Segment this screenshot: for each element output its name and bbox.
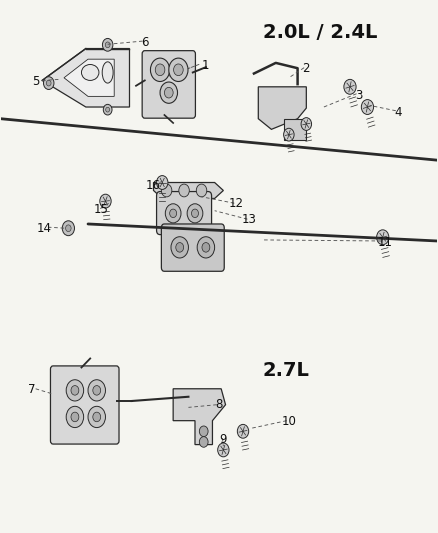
Polygon shape bbox=[42, 49, 130, 107]
Polygon shape bbox=[64, 59, 114, 96]
Circle shape bbox=[106, 107, 110, 112]
Circle shape bbox=[155, 64, 165, 76]
Circle shape bbox=[88, 379, 106, 401]
Circle shape bbox=[46, 80, 51, 86]
Circle shape bbox=[173, 64, 183, 76]
Circle shape bbox=[187, 204, 203, 223]
Text: 15: 15 bbox=[94, 203, 109, 215]
Circle shape bbox=[71, 412, 79, 422]
FancyBboxPatch shape bbox=[50, 366, 119, 444]
Polygon shape bbox=[173, 389, 226, 445]
Polygon shape bbox=[285, 119, 306, 140]
Text: 12: 12 bbox=[229, 197, 244, 211]
Circle shape bbox=[237, 424, 249, 438]
Circle shape bbox=[361, 100, 374, 115]
Circle shape bbox=[344, 79, 356, 94]
Circle shape bbox=[218, 443, 229, 457]
Ellipse shape bbox=[102, 62, 113, 83]
Circle shape bbox=[156, 175, 168, 189]
Text: 5: 5 bbox=[32, 75, 39, 88]
Text: 4: 4 bbox=[394, 106, 402, 119]
Text: 9: 9 bbox=[219, 433, 227, 446]
Text: 14: 14 bbox=[37, 222, 52, 235]
Circle shape bbox=[93, 412, 101, 422]
Circle shape bbox=[191, 209, 198, 217]
Text: 1: 1 bbox=[202, 59, 210, 72]
Circle shape bbox=[62, 221, 74, 236]
Circle shape bbox=[199, 426, 208, 437]
Text: 13: 13 bbox=[242, 213, 257, 226]
Circle shape bbox=[66, 225, 71, 231]
Text: 7: 7 bbox=[28, 383, 35, 397]
Text: 10: 10 bbox=[282, 415, 296, 428]
Circle shape bbox=[170, 209, 177, 217]
Circle shape bbox=[88, 406, 106, 427]
Circle shape bbox=[377, 230, 389, 245]
Text: 16: 16 bbox=[146, 179, 161, 192]
Polygon shape bbox=[153, 182, 223, 198]
Circle shape bbox=[105, 42, 110, 47]
Circle shape bbox=[197, 237, 215, 258]
Text: 11: 11 bbox=[378, 236, 392, 249]
Circle shape bbox=[161, 184, 172, 197]
Text: 3: 3 bbox=[355, 89, 362, 102]
Circle shape bbox=[196, 184, 207, 197]
Circle shape bbox=[100, 194, 111, 208]
FancyBboxPatch shape bbox=[142, 51, 195, 118]
Circle shape bbox=[66, 379, 84, 401]
Circle shape bbox=[164, 87, 173, 98]
Circle shape bbox=[160, 82, 177, 103]
Circle shape bbox=[202, 243, 210, 252]
Ellipse shape bbox=[81, 64, 99, 80]
Circle shape bbox=[71, 385, 79, 395]
Circle shape bbox=[165, 204, 181, 223]
Circle shape bbox=[93, 385, 101, 395]
Circle shape bbox=[66, 406, 84, 427]
Circle shape bbox=[169, 58, 188, 82]
Circle shape bbox=[43, 77, 54, 90]
Circle shape bbox=[150, 58, 170, 82]
Polygon shape bbox=[258, 87, 306, 130]
Circle shape bbox=[199, 437, 208, 447]
FancyBboxPatch shape bbox=[161, 224, 224, 271]
Text: 2.0L / 2.4L: 2.0L / 2.4L bbox=[263, 23, 377, 42]
Text: 8: 8 bbox=[215, 398, 223, 411]
Text: 6: 6 bbox=[141, 36, 148, 49]
Circle shape bbox=[102, 38, 113, 51]
Circle shape bbox=[284, 128, 294, 141]
Circle shape bbox=[301, 118, 311, 131]
Circle shape bbox=[171, 237, 188, 258]
Circle shape bbox=[179, 184, 189, 197]
Circle shape bbox=[103, 104, 112, 115]
FancyBboxPatch shape bbox=[156, 191, 212, 235]
Text: 2: 2 bbox=[303, 62, 310, 75]
Circle shape bbox=[176, 243, 184, 252]
Text: 2.7L: 2.7L bbox=[263, 361, 310, 379]
